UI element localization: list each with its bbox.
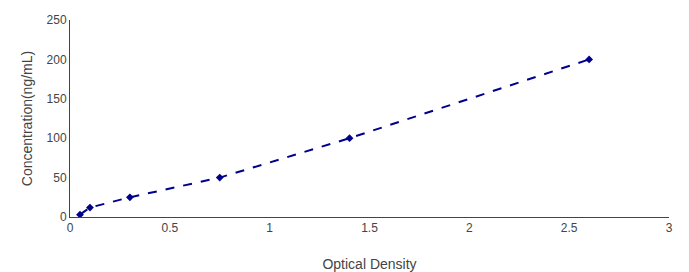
svg-text:1.5: 1.5 [361, 221, 378, 235]
svg-text:100: 100 [47, 131, 67, 145]
svg-text:50: 50 [53, 171, 67, 185]
svg-text:0: 0 [67, 221, 74, 235]
svg-text:150: 150 [47, 92, 67, 106]
svg-text:0: 0 [60, 210, 67, 224]
svg-text:200: 200 [47, 53, 67, 67]
svg-text:0.5: 0.5 [161, 221, 178, 235]
svg-text:1: 1 [266, 221, 273, 235]
svg-text:250: 250 [47, 13, 67, 27]
svg-text:3: 3 [666, 221, 673, 235]
svg-text:Optical Density: Optical Density [322, 256, 416, 272]
svg-text:Concentration(ng/mL): Concentration(ng/mL) [19, 51, 35, 186]
svg-text:2.5: 2.5 [561, 221, 578, 235]
svg-text:2: 2 [466, 221, 473, 235]
